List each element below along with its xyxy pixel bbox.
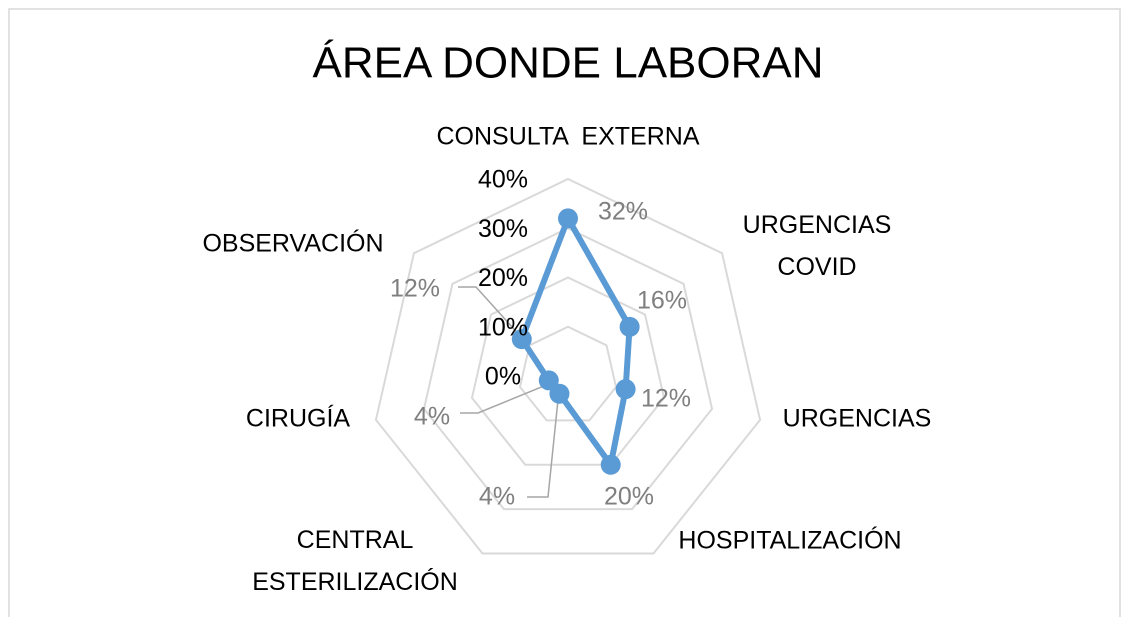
category-label: CIRUGÍA — [246, 404, 351, 433]
data-point — [558, 208, 578, 229]
category-label: CONSULTA EXTERNA — [436, 123, 699, 151]
chart-frame — [8, 8, 1121, 617]
grid-line — [470, 276, 666, 466]
category-label: URGENCIAS — [783, 405, 932, 433]
tick-label: 10% — [478, 313, 528, 341]
data-label: 16% — [637, 287, 687, 315]
data-point — [619, 316, 640, 337]
category-label: URGENCIAS COVID — [743, 211, 892, 281]
leader-line — [460, 380, 557, 414]
data-point — [511, 329, 532, 350]
data-label: 12% — [641, 385, 691, 413]
data-point — [615, 379, 636, 400]
chart-title: ÁREA DONDE LABORAN — [312, 39, 823, 88]
category-label: CENTRAL ESTERILIZACIÓN — [252, 526, 458, 596]
data-label: 32% — [598, 198, 648, 226]
tick-label: 20% — [478, 264, 528, 292]
tick-label: 0% — [485, 363, 521, 391]
data-point — [549, 383, 570, 404]
data-label: 4% — [479, 483, 515, 511]
category-label: HOSPITALIZACIÓN — [678, 526, 901, 555]
grid-line — [374, 177, 762, 555]
leader-line — [458, 286, 523, 339]
data-label: 4% — [414, 403, 450, 431]
data-point — [600, 454, 621, 475]
leader-line — [527, 389, 560, 498]
tick-label: 30% — [478, 215, 528, 243]
category-label: OBSERVACIÓN — [202, 229, 383, 258]
grid-line — [422, 227, 714, 511]
tick-label: 40% — [478, 166, 528, 194]
data-label: 12% — [390, 275, 440, 303]
data-point — [538, 370, 559, 391]
data-label: 20% — [604, 483, 654, 511]
